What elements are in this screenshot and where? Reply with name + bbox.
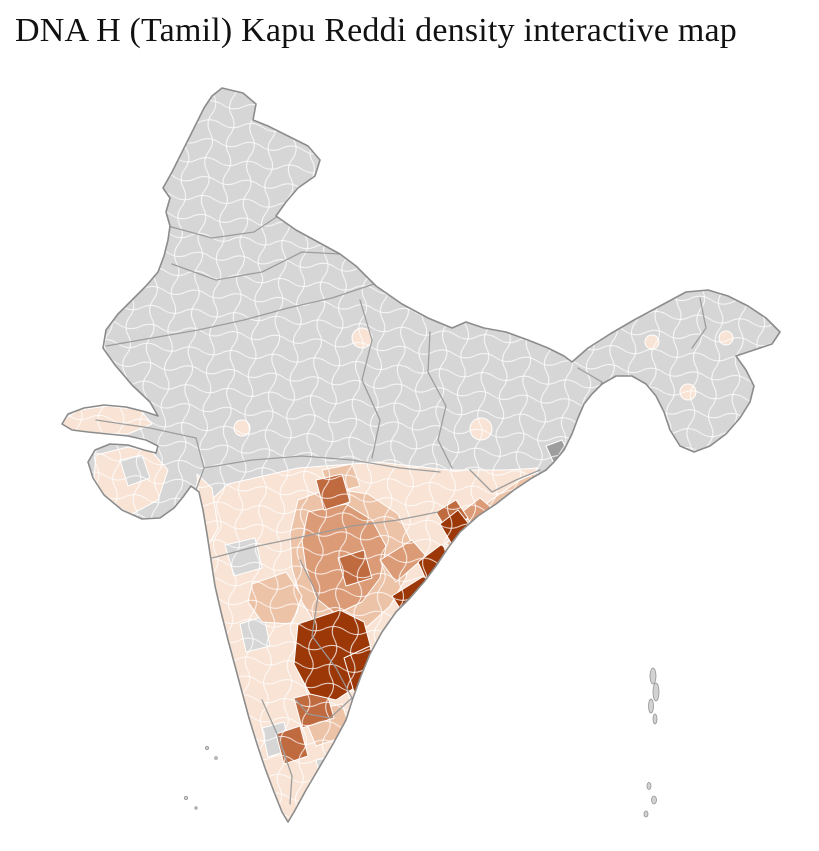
lakshadweep-island-2[interactable]	[214, 756, 218, 760]
nicobar-island-2[interactable]	[651, 795, 657, 805]
andaman-island-1[interactable]	[649, 667, 657, 685]
lakshadweep-island-4[interactable]	[194, 806, 198, 810]
andaman-nicobar-islands[interactable]	[643, 667, 660, 818]
lakshadweep-island-1[interactable]	[204, 746, 209, 751]
lakshadweep-islands[interactable]	[183, 746, 218, 810]
page-title: DNA H (Tamil) Kapu Reddi density interac…	[15, 12, 737, 49]
lakshadweep-island-3[interactable]	[183, 796, 188, 801]
district-borders-mesh	[62, 88, 780, 822]
andaman-island-3[interactable]	[648, 698, 654, 714]
andaman-island-2[interactable]	[652, 682, 660, 702]
nicobar-island-1[interactable]	[646, 782, 652, 790]
andaman-island-4[interactable]	[652, 713, 658, 725]
nicobar-island-3[interactable]	[643, 810, 649, 818]
india-outline	[61, 87, 781, 823]
